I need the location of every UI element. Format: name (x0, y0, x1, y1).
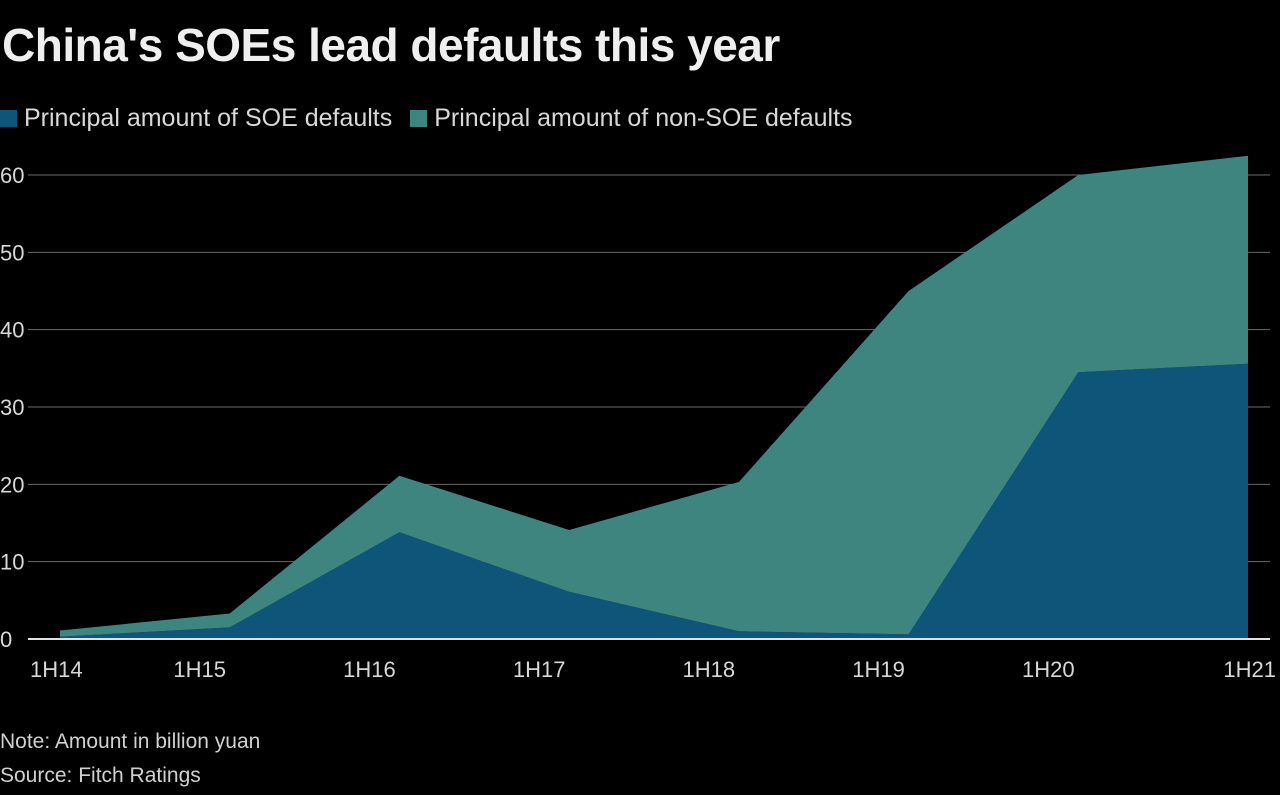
x-tick-label-1H17: 1H17 (513, 657, 566, 682)
legend-item-non-soe: Principal amount of non-SOE defaults (410, 104, 853, 133)
y-tick-label-60: 60 (0, 163, 24, 188)
legend-label-non-soe: Principal amount of non-SOE defaults (434, 104, 853, 132)
legend-item-soe: Principal amount of SOE defaults (0, 104, 392, 133)
legend: Principal amount of SOE defaults Princip… (0, 104, 871, 133)
y-axis: 0 10 20 30 40 50 60 (0, 163, 24, 652)
x-tick-label-1H18: 1H18 (683, 657, 736, 682)
x-tick-label-1H21: 1H21 (1223, 657, 1276, 682)
y-tick-label-40: 40 (0, 318, 24, 343)
legend-swatch-soe (0, 110, 17, 127)
area-series-non-soe (60, 155, 1248, 637)
x-tick-label-1H16: 1H16 (343, 657, 396, 682)
chart-title: China's SOEs lead defaults this year (2, 19, 780, 71)
source-text: Source: Fitch Ratings (0, 764, 201, 787)
y-tick-label-50: 50 (0, 240, 24, 265)
area-series-soe (60, 363, 1248, 639)
x-tick-label-1H14: 1H14 (30, 657, 83, 682)
x-axis: 1H14 1H15 1H16 1H17 1H18 1H19 1H20 1H21 (30, 657, 1276, 682)
x-tick-label-1H19: 1H19 (852, 657, 905, 682)
note-text: Note: Amount in billion yuan (0, 730, 261, 753)
x-tick-label-1H20: 1H20 (1022, 657, 1075, 682)
legend-label-soe: Principal amount of SOE defaults (24, 104, 393, 132)
y-tick-label-20: 20 (0, 472, 24, 497)
areas (28, 155, 1270, 640)
x-tick-label-1H15: 1H15 (173, 657, 226, 682)
y-tick-label-0: 0 (0, 627, 12, 652)
legend-swatch-non-soe (410, 110, 428, 127)
y-tick-label-30: 30 (0, 395, 24, 420)
y-tick-label-10: 10 (0, 550, 24, 575)
